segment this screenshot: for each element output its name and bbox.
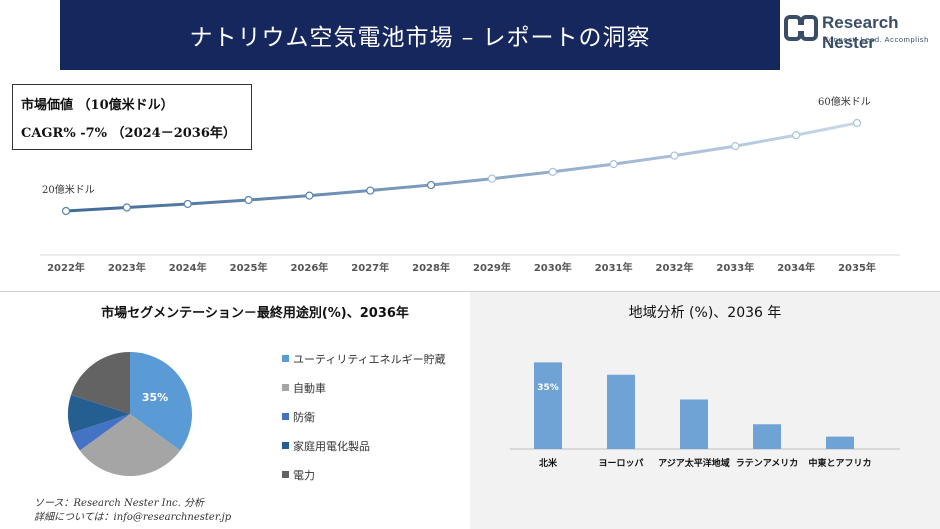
legend-swatch [282,384,289,391]
legend-label: 電力 [293,468,315,482]
x-tick-label: 2024年 [169,261,207,274]
bar-category-label: アジア太平洋地域 [658,457,730,469]
bar-category-label: ラテンアメリカ [736,458,799,469]
source-line: ソース：Research Nester Inc. 分析 [34,498,205,509]
market-value-label: 市場価値 （10億米ドル） [21,98,174,113]
line-point [731,141,740,151]
x-tick-label: 2025年 [230,261,268,274]
bar [680,399,708,449]
legend-item: 自動車 [282,373,446,402]
start-value-annotation: 20億米ドル [42,183,95,196]
regional-bar-chart: 北米 ヨーロッパ アジア太平洋地域 ラテンアメリカ 中東とアフリカ 35% [510,362,900,469]
legend-swatch [282,413,289,420]
line-point [609,160,618,169]
line-point [670,151,679,160]
series-line [65,121,858,213]
legend-item: 家庭用電化製品 [282,431,446,460]
bar-chart-title: 地域分析 (%)、2036 年 [628,305,782,321]
kpi-box: 市場価値 （10億米ドル） CAGR% -7% （2024－2036年） [12,84,252,150]
line-point [487,174,497,183]
x-tick-label: 2028年 [412,261,450,274]
bar-data-label: 35% [537,383,559,393]
line-point [122,203,131,212]
page-title: ナトリウム空気電池市場 – レポートの洞察 [189,25,651,51]
title-banner: ナトリウム空気電池市場 – レポートの洞察 [60,0,780,70]
x-tick-label: 2023年 [108,261,146,274]
legend-item: 防衛 [282,402,446,431]
x-tick-label: 2035年 [838,261,876,274]
line-point [366,186,375,195]
pie-slice [71,352,130,414]
pie-slice [79,414,181,476]
bar-category-label: ヨーロッパ [598,457,643,469]
x-tick-label: 2031年 [595,261,633,274]
legend-swatch [282,471,289,478]
x-tick-label: 2034年 [777,261,815,274]
x-tick-label: 2029年 [473,261,511,274]
legend-item: 電力 [282,460,446,489]
line-point [244,195,253,205]
x-tick-label: 2026年 [290,261,328,274]
logo-icon [784,15,818,41]
line-point [548,167,557,176]
line-point [792,130,801,140]
line-point [61,206,71,216]
pie-chart-title: 市場セグメンテーション－最終用途別(%)、2036年 [101,306,409,321]
legend-label: 防衛 [293,410,315,424]
x-tick-label: 2032年 [656,261,694,274]
pie-data-label: 35% [142,391,168,404]
bar [607,374,635,449]
bar [826,436,854,449]
logo-name: Research Nester [822,13,899,52]
end-value-annotation: 60億米ドル [818,95,871,108]
x-tick-label: 2030年 [534,261,572,274]
x-tick-label: 2027年 [351,261,389,274]
source-note: ソース：Research Nester Inc. 分析 詳細については：info… [34,497,231,525]
pie-slice [130,352,192,451]
market-growth-line-chart: 2022年 2023年 2024年 2025年 2026年 2027年 2028年 2029年… [40,95,900,274]
contact-line: 詳細については：info@researchnester.jp [34,512,232,523]
x-tick-label: 2022年 [47,261,85,274]
line-point [305,191,314,200]
bar-category-label: 北米 [539,457,558,469]
end-use-pie-chart: 35% [67,352,192,476]
section-divider [0,291,940,292]
logo-tagline: Connect. Lead. Accomplish [823,35,929,44]
legend-label: ユーティリティエネルギー貯蔵 [293,352,446,366]
legend-swatch [282,442,289,449]
pie-slice [71,414,130,451]
cagr-label: CAGR% -7% （2024－2036年） [21,126,236,141]
legend-label: 自動車 [293,381,326,395]
line-point [426,180,436,190]
legend-label: 家庭用電化製品 [293,439,370,453]
x-tick-label: 2033年 [716,261,754,274]
line-point [183,199,192,209]
pie-slice [67,394,130,434]
research-nester-logo: Research Nester Connect. Lead. Accomplis… [782,10,938,52]
bar [534,362,562,449]
pie-legend: ユーティリティエネルギー貯蔵 自動車 防衛 家庭用電化製品 電力 [282,344,446,489]
legend-item: ユーティリティエネルギー貯蔵 [282,344,446,373]
bar [753,424,781,449]
legend-swatch [282,355,289,362]
bar-category-label: 中東とアフリカ [808,457,871,469]
line-point [852,118,862,128]
